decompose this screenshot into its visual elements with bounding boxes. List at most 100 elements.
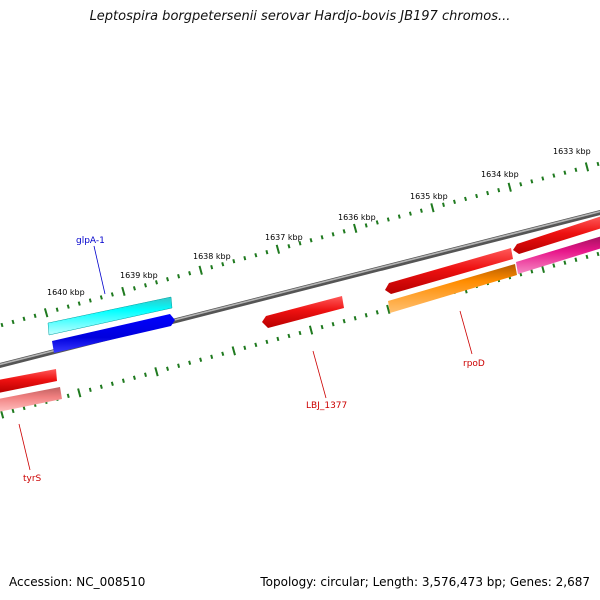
inner-scale-minor-tick	[221, 351, 225, 356]
outer-scale-minor-tick	[541, 176, 545, 181]
outer-scale-minor-tick	[155, 280, 158, 285]
outer-scale-minor-tick	[298, 241, 302, 246]
outer-scale-minor-tick	[320, 235, 324, 240]
outer-scale-minor-tick	[77, 301, 81, 306]
outer-scale-minor-tick	[519, 182, 523, 187]
outer-scale-minor-tick	[132, 286, 136, 291]
gene-red-left[interactable]	[0, 369, 57, 393]
gene-label-LBJ_1377[interactable]: LBJ_1377	[306, 401, 347, 411]
outer-scale-minor-tick	[342, 229, 346, 234]
tick-label-1639: 1639 kbp	[120, 271, 158, 280]
outer-scale-minor-tick	[55, 307, 59, 312]
outer-scale-major-tick	[507, 182, 512, 192]
outer-scale-minor-tick	[265, 250, 269, 255]
outer-scale-major-tick	[43, 308, 49, 318]
inner-scale-minor-tick	[88, 387, 92, 392]
inner-scale-minor-tick	[298, 330, 302, 336]
outer-scale-minor-tick	[530, 179, 534, 184]
outer-scale-minor-tick	[364, 223, 368, 228]
inner-scale-minor-tick	[177, 363, 181, 368]
inner-scale-minor-tick	[596, 251, 600, 257]
rpoD-leader-line	[459, 310, 473, 355]
outer-scale-major-tick	[275, 244, 281, 254]
outer-scale-minor-tick	[397, 214, 401, 219]
outer-scale-minor-tick	[574, 167, 578, 172]
outer-scale-minor-tick	[243, 256, 247, 261]
inner-scale-minor-tick	[254, 342, 258, 348]
inner-scale-minor-tick	[66, 393, 70, 399]
tick-label-1636: 1636 kbp	[338, 213, 376, 222]
inner-scale-minor-tick	[585, 254, 589, 260]
tick-label-1637: 1637 kbp	[265, 233, 303, 242]
outer-scale-major-tick	[430, 203, 435, 213]
outer-scale-minor-tick	[232, 259, 236, 264]
outer-scale-minor-tick	[11, 319, 15, 325]
outer-scale-minor-tick	[144, 283, 147, 288]
outer-scale-minor-tick	[254, 253, 258, 258]
LBJ_1377-leader-line	[312, 350, 327, 399]
gene-red-right-top-1[interactable]	[385, 248, 513, 294]
gene-blue[interactable]	[52, 314, 175, 353]
gene-label-rpoD[interactable]: rpoD	[463, 359, 485, 369]
outer-scale-major-tick	[121, 286, 126, 296]
inner-scale-minor-tick	[243, 345, 247, 351]
outer-scale-minor-tick	[0, 322, 4, 328]
outer-scale-minor-tick	[386, 217, 390, 222]
inner-scale-minor-tick	[132, 375, 136, 380]
inner-scale-minor-tick	[121, 378, 125, 383]
outer-scale-minor-tick	[99, 295, 103, 300]
gene-tyrS[interactable]	[0, 387, 62, 412]
outer-scale-minor-tick	[66, 304, 70, 309]
tick-label-1638: 1638 kbp	[193, 252, 231, 261]
outer-scale-minor-tick	[309, 238, 313, 243]
tick-label-1635: 1635 kbp	[410, 192, 448, 201]
outer-scale-minor-tick	[497, 187, 501, 193]
inner-scale-minor-tick	[276, 336, 280, 342]
inner-scale-minor-tick	[353, 316, 357, 321]
inner-scale-minor-tick	[364, 313, 368, 318]
gene-LBJ_1377[interactable]	[262, 296, 344, 328]
inner-scale-minor-tick	[287, 333, 291, 339]
gene-magenta[interactable]	[516, 236, 600, 274]
inner-scale-minor-tick	[574, 257, 578, 262]
scale-labels: 1633 kbp 1634 kbp 1635 kbp 1636 kbp 1637…	[47, 147, 591, 297]
inner-scale-minor-tick	[99, 384, 103, 389]
outer-scale-minor-tick	[442, 202, 445, 207]
outer-scale-minor-tick	[166, 277, 170, 282]
outer-scale-minor-tick	[22, 316, 26, 322]
outer-scale-minor-tick	[221, 262, 225, 267]
tick-label-1634: 1634 kbp	[481, 170, 519, 179]
inner-scale-major-tick	[154, 367, 159, 377]
inner-scale-minor-tick	[210, 354, 214, 359]
inner-scale-major-tick	[77, 388, 82, 398]
tick-label-1633: 1633 kbp	[553, 147, 591, 156]
gene-glpA-1[interactable]	[47, 296, 173, 336]
outer-scale-major-tick	[198, 265, 203, 275]
outer-scale-minor-tick	[188, 271, 192, 276]
outer-scale-minor-tick	[475, 193, 479, 199]
inner-scale-minor-tick	[188, 360, 192, 365]
inner-scale-minor-tick	[530, 269, 534, 274]
outer-scale-minor-tick	[33, 313, 37, 318]
outer-scale-major-tick	[353, 223, 358, 233]
outer-scale-minor-tick	[486, 190, 490, 196]
outer-scale-minor-tick	[287, 244, 291, 249]
outer-scale-minor-tick	[331, 232, 335, 237]
gene-label-tyrS[interactable]: tyrS	[23, 474, 42, 484]
gene-rpoD[interactable]	[388, 264, 517, 313]
gene-label-glpA-1[interactable]: glpA-1	[76, 236, 105, 246]
outer-scale-minor-tick	[210, 265, 214, 270]
inner-scale-minor-tick	[166, 366, 170, 371]
outer-scale-minor-tick	[464, 196, 468, 202]
inner-scale-major-tick	[231, 346, 236, 356]
outer-scale-minor-tick	[419, 208, 423, 213]
map-title: Leptospira borgpetersenii serovar Hardjo…	[89, 9, 511, 24]
outer-scale-minor-tick	[563, 170, 567, 175]
glpA-1-leader-line	[93, 245, 106, 295]
inner-scale-minor-tick	[563, 260, 567, 265]
inner-scale-minor-tick	[320, 324, 324, 330]
gene-red-right-top-2[interactable]	[513, 216, 600, 254]
outer-scale-minor-tick	[408, 211, 412, 216]
inner-scale-major-tick	[386, 304, 391, 314]
